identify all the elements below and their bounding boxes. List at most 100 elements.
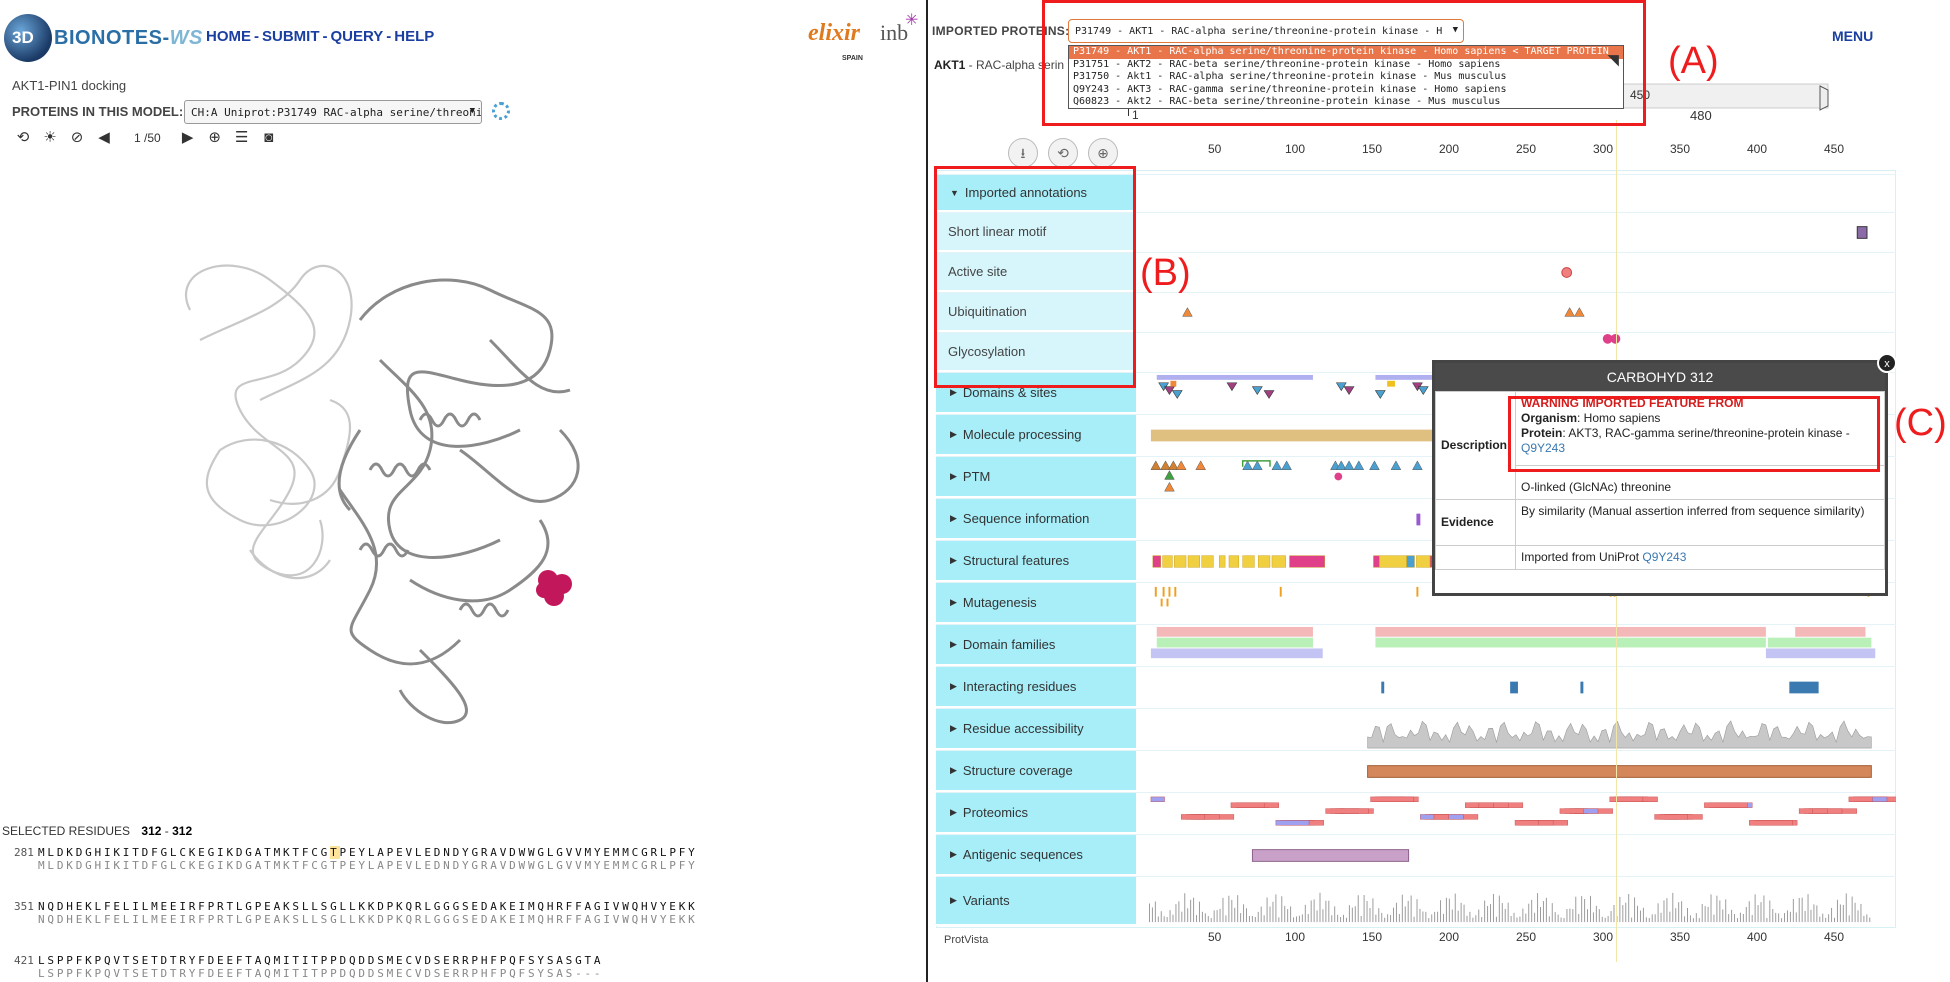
selected-residue[interactable]: T [330,846,340,859]
track-features[interactable] [1136,709,1896,750]
chevron-right-icon[interactable]: ▶ [950,555,957,565]
track-features[interactable] [1136,793,1902,834]
track-features[interactable] [1136,457,1896,498]
nav-query[interactable]: QUERY [330,28,384,45]
reset-view-icon[interactable]: ⟲ [1048,138,1078,168]
track-label[interactable]: ▶ Residue accessibility [936,709,1136,750]
chevron-down-icon[interactable]: ▼ [950,187,959,198]
track-label[interactable]: ▶ Structural features [936,541,1136,582]
track-label[interactable]: ▶ Molecule processing [936,415,1136,456]
logo[interactable]: 3D BIONOTES-WS [4,14,203,62]
nav-home[interactable]: HOME [206,28,251,45]
track-features[interactable] [1136,333,1896,372]
track-features[interactable] [1136,175,1896,212]
track-features[interactable] [1136,293,1896,332]
crosshair-icon[interactable]: ⊕ [208,129,221,146]
track-domains-sites: ▶ Domains & sites [936,372,1896,414]
track-label[interactable]: Glycosylation [936,333,1136,372]
akt1-ribbon [337,278,580,725]
scale-tick-label: 100 [1285,142,1306,156]
ligand-sphere-icon[interactable] [536,570,572,606]
chevron-right-icon[interactable]: ▶ [950,849,957,859]
track-features[interactable] [1136,541,1896,582]
track-label[interactable]: ▶ Antigenic sequences [936,835,1136,876]
sequence-top[interactable]: MLDKDGHIKITDFGLCKEGIKDGATMKTFCGTPEYLAPEV… [38,846,698,859]
track-features[interactable] [1136,213,1896,252]
sun-icon[interactable]: ☀ [43,129,57,146]
chevron-right-icon[interactable]: ▶ [950,639,957,649]
camera-icon[interactable]: ◙ [264,129,274,146]
download-icon[interactable]: ⭳ [1008,138,1038,168]
track-label[interactable]: ▶ Sequence information [936,499,1136,540]
tooltip-evidence-key: Evidence [1435,499,1516,546]
pane-divider[interactable] [926,0,928,982]
arrow-right-icon[interactable]: ▶ [181,129,194,146]
dropdown-option[interactable]: P31750 - Akt1 - RAC-alpha serine/threoni… [1073,71,1507,82]
chevron-right-icon[interactable]: ▶ [950,681,957,691]
track-features[interactable] [1136,667,1896,708]
protein-link[interactable]: Q9Y243 [1521,441,1566,455]
close-icon[interactable]: x [1877,353,1897,373]
track-label[interactable]: ▶ Variants [936,877,1136,926]
track-label[interactable]: ▶ Structure coverage [936,751,1136,792]
scale-tick-label: 250 [1516,142,1537,156]
track-features[interactable] [1136,253,1896,292]
chevron-right-icon[interactable]: ▶ [950,723,957,733]
sequence-block: 281 MLDKDGHIKITDFGLCKEGIKDGATMKTFCGTPEYLA… [14,846,698,872]
chevron-right-icon[interactable]: ▶ [950,471,957,481]
chevron-right-icon[interactable]: ▶ [950,895,957,905]
nav-submit[interactable]: SUBMIT [262,28,320,45]
protein-title: AKT1 - RAC-alpha serin [934,58,1064,72]
logo-prefix: 3D [12,28,34,47]
imported-link[interactable]: Q9Y243 [1642,550,1687,564]
track-label[interactable]: ▶ Domain families [936,625,1136,666]
track-features[interactable] [1136,415,1896,456]
chevron-right-icon[interactable]: ▶ [950,807,957,817]
track-label[interactable]: Short linear motif [936,213,1136,252]
track-label[interactable]: Active site [936,253,1136,292]
inb-logo[interactable]: inb [880,20,909,45]
track-label[interactable]: ▶ Domains & sites [936,373,1136,414]
chevron-right-icon[interactable]: ▶ [950,429,957,439]
arrow-left-icon[interactable]: ◀ [98,129,110,146]
sequence-top[interactable]: LSPPFKPQVTSETDTRYFDEEFTAQMITITPPDQDDSMEC… [38,954,604,967]
track-label[interactable]: ▼ Imported annotations [936,175,1136,212]
track-label[interactable]: ▶ Proteomics [936,793,1136,834]
chevron-right-icon[interactable]: ▶ [950,765,957,775]
footer-scale: ProtVista 50 100 150 200 250 300 350 400 450 [936,928,1896,952]
eye-slash-icon[interactable]: ⊘ [70,129,84,146]
sequence-top[interactable]: NQDHEKLFELILMEEIRFPRTLGPEAKSLLSGLLKKDPKQ… [38,900,698,913]
menu-button[interactable]: MENU [1832,28,1874,44]
track-label[interactable]: ▶ Mutagenesis [936,583,1136,624]
dropdown-option[interactable]: Q9Y243 - AKT3 - RAC-gamma serine/threoni… [1073,83,1507,95]
track-features[interactable] [1136,625,1896,666]
table-icon[interactable]: ☰ [234,129,249,146]
elixir-logo[interactable]: elixir SPAIN [808,14,868,64]
track-label-text: Sequence information [962,511,1090,526]
dropdown-option[interactable]: Q60823 - Akt2 - RAC-beta serine/threonin… [1073,96,1501,107]
track-features[interactable] [1136,877,1896,926]
track-features[interactable] [1136,373,1896,414]
sequence-segment: PEYLAPEVLEDNDYGRAVDWWGLGVVMYEMMCGRLPFY [339,846,698,859]
proteins-select[interactable]: CH:A Uniprot:P31749 RAC-alpha serine/thr… [184,100,482,124]
track-proteomics: ▶ Proteomics [936,792,1902,834]
chevron-right-icon[interactable]: ▶ [950,387,957,397]
track-features[interactable] [1136,835,1896,876]
organism-key: Organism [1521,411,1578,425]
dropdown-option[interactable]: P31749 - AKT1 - RAC-alpha serine/threoni… [1069,46,1623,59]
track-label[interactable]: Ubiquitination [936,293,1136,332]
reset-icon[interactable]: ⟲ [16,129,30,146]
imported-proteins-select[interactable]: P31749 - AKT1 - RAC-alpha serine/threoni… [1068,19,1464,43]
track-features[interactable] [1136,751,1896,792]
chevron-right-icon[interactable]: ▶ [950,513,957,523]
track-features[interactable] [1136,499,1896,540]
molecule-viewer[interactable] [160,250,720,730]
nav-help[interactable]: HELP [394,28,435,45]
chevron-right-icon[interactable]: ▶ [950,597,957,607]
elixir-logo-text: elixir [808,20,860,46]
protvista-brand[interactable]: ProtVista [944,934,989,946]
track-label[interactable]: ▶ PTM [936,457,1136,498]
track-label[interactable]: ▶ Interacting residues [936,667,1136,708]
dropdown-option[interactable]: P31751 - AKT2 - RAC-beta serine/threonin… [1073,58,1501,70]
zoom-in-icon[interactable]: ⊕ [1088,138,1118,168]
